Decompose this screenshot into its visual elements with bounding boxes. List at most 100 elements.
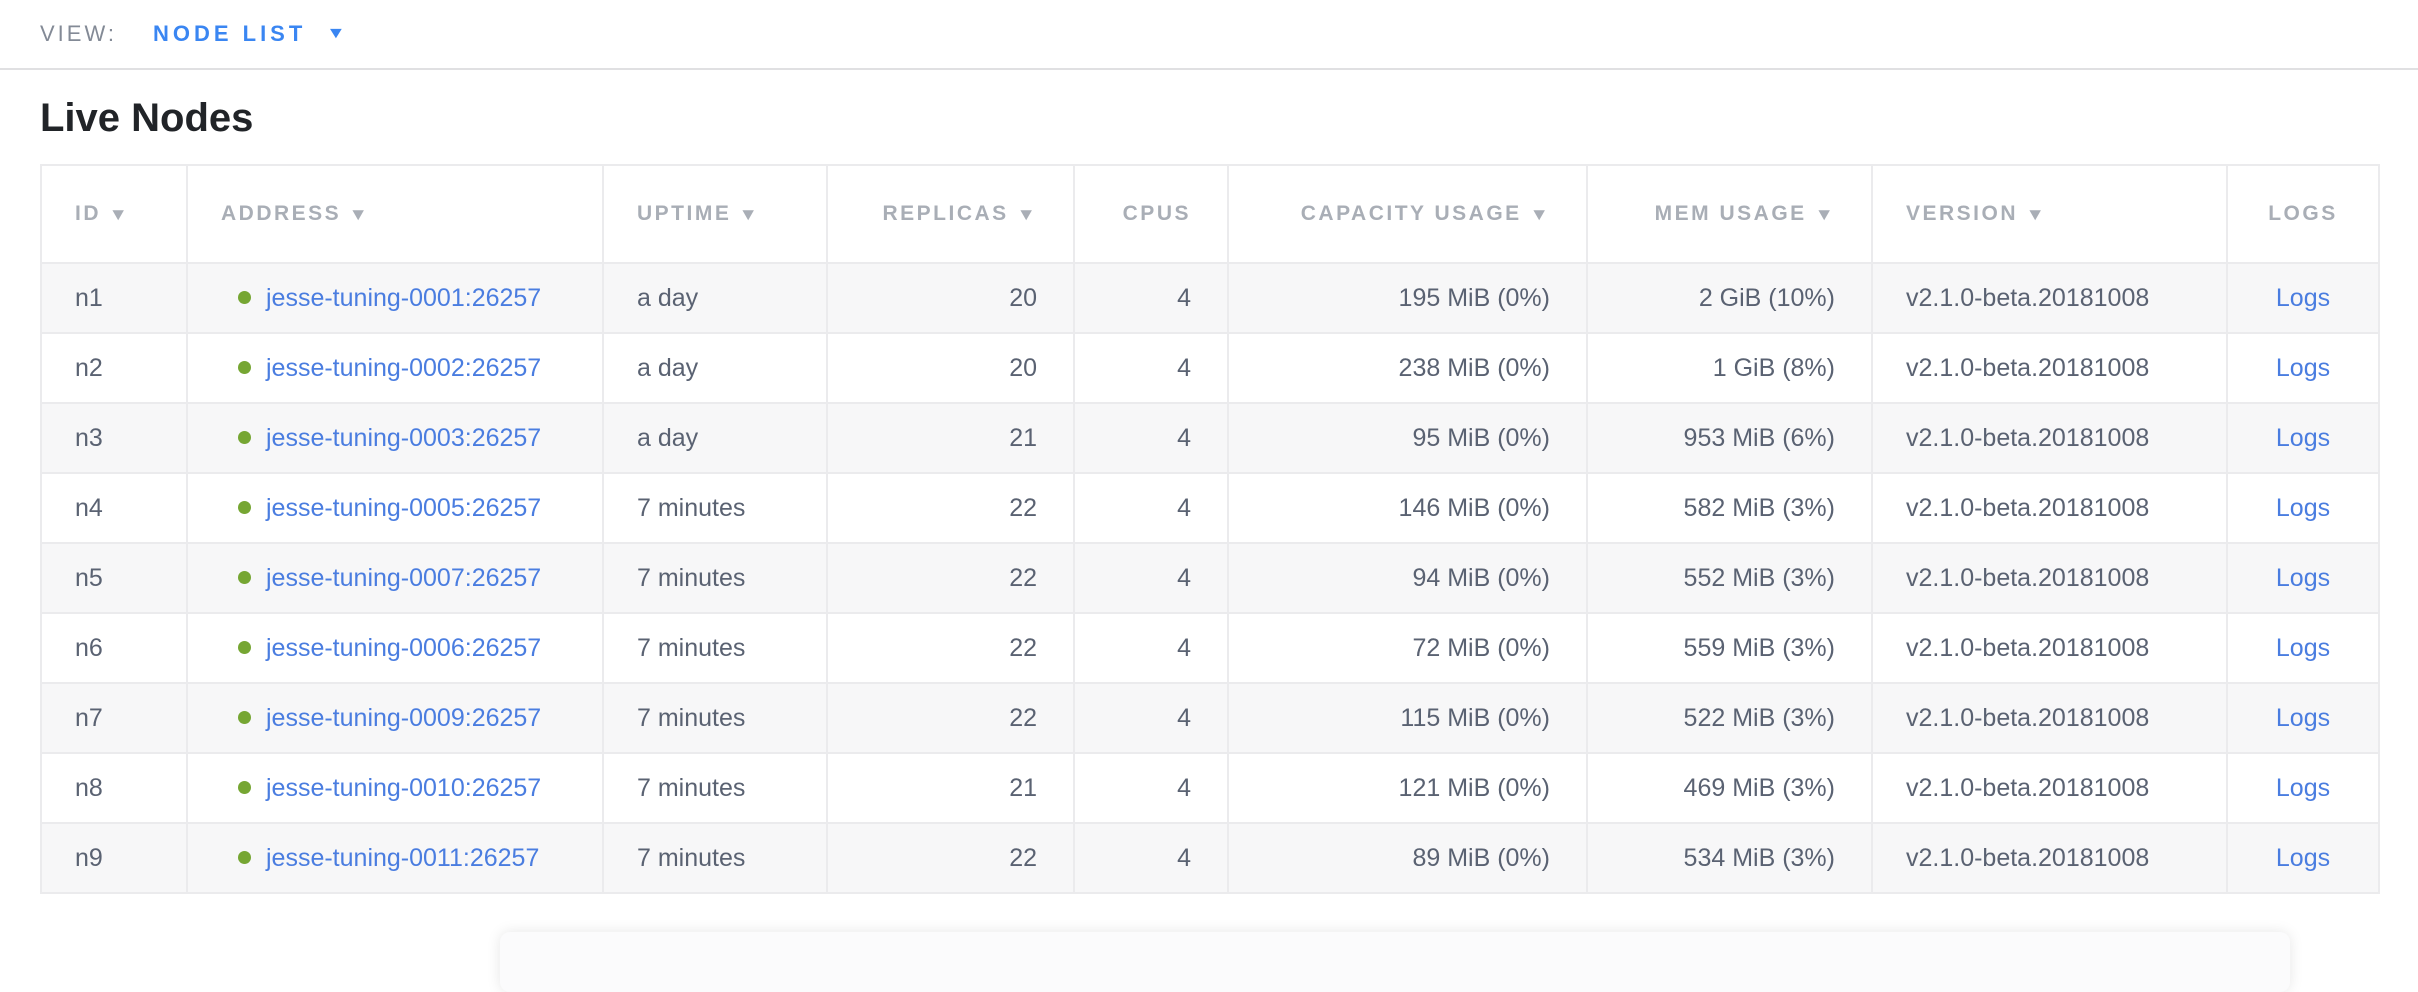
cell-id: n6 — [40, 612, 188, 684]
cell-version: v2.1.0-beta.20181008 — [1871, 262, 2228, 334]
cell-version: v2.1.0-beta.20181008 — [1871, 402, 2228, 474]
node-logs-link[interactable]: Logs — [2275, 773, 2331, 802]
column-header-id[interactable]: ID ▼ — [40, 164, 188, 264]
cell-id: n7 — [40, 682, 188, 754]
sort-desc-icon: ▼ — [348, 205, 371, 224]
node-address-link[interactable]: jesse-tuning-0010:26257 — [266, 773, 542, 802]
column-header-replicas[interactable]: REPLICAS ▼ — [826, 164, 1075, 264]
column-header-label: UPTIME — [637, 202, 732, 225]
cell-replicas: 21 — [826, 402, 1075, 474]
cell-address: jesse-tuning-0009:26257 — [186, 682, 604, 754]
table-header-row: ID ▼ ADDRESS ▼ UPTIME ▼ REPLICAS ▼ CPUS CAPACITY … — [40, 164, 2380, 264]
cell-id: n4 — [40, 472, 188, 544]
cell-address: jesse-tuning-0007:26257 — [186, 542, 604, 614]
cell-logs: Logs — [2226, 752, 2380, 824]
cell-version: v2.1.0-beta.20181008 — [1871, 822, 2228, 894]
cell-version: v2.1.0-beta.20181008 — [1871, 332, 2228, 404]
cell-replicas: 20 — [826, 262, 1075, 334]
column-header-label: REPLICAS — [882, 202, 1009, 225]
view-selector-dropdown[interactable]: NODE LIST ▼ — [152, 21, 347, 47]
node-logs-link[interactable]: Logs — [2275, 633, 2331, 662]
cell-mem: 522 MiB (3%) — [1586, 682, 1873, 754]
column-header-label: ADDRESS — [221, 202, 342, 225]
node-address-link[interactable]: jesse-tuning-0009:26257 — [266, 703, 542, 732]
node-logs-link[interactable]: Logs — [2275, 563, 2331, 592]
cell-version: v2.1.0-beta.20181008 — [1871, 542, 2228, 614]
sort-desc-icon: ▼ — [738, 205, 762, 224]
table-row: n6 jesse-tuning-0006:26257 7 minutes 22 4 72 … — [40, 612, 2380, 684]
node-address-link[interactable]: jesse-tuning-0007:26257 — [266, 563, 542, 592]
node-logs-link[interactable]: Logs — [2275, 423, 2331, 452]
cell-cpus: 4 — [1073, 262, 1229, 334]
cell-replicas: 22 — [826, 542, 1075, 614]
cell-capacity: 94 MiB (0%) — [1227, 542, 1588, 614]
node-live-dot-icon — [238, 430, 251, 444]
cell-cpus: 4 — [1073, 822, 1229, 894]
cell-address: jesse-tuning-0003:26257 — [186, 402, 604, 474]
topbar: VIEW: NODE LIST ▼ — [0, 0, 2418, 70]
node-address-link[interactable]: jesse-tuning-0003:26257 — [266, 423, 542, 452]
cell-uptime: 7 minutes — [602, 542, 828, 614]
cell-uptime: a day — [602, 262, 828, 334]
cell-cpus: 4 — [1073, 612, 1229, 684]
cell-version: v2.1.0-beta.20181008 — [1871, 472, 2228, 544]
cell-cpus: 4 — [1073, 332, 1229, 404]
table-row: n2 jesse-tuning-0002:26257 a day 20 4 238 MiB… — [40, 332, 2380, 404]
cell-cpus: 4 — [1073, 752, 1229, 824]
cell-logs: Logs — [2226, 402, 2380, 474]
cell-replicas: 21 — [826, 752, 1075, 824]
cell-uptime: 7 minutes — [602, 472, 828, 544]
node-address-link[interactable]: jesse-tuning-0011:26257 — [266, 843, 540, 872]
node-live-dot-icon — [238, 570, 251, 584]
cell-cpus: 4 — [1073, 682, 1229, 754]
cell-uptime: 7 minutes — [602, 752, 828, 824]
cell-id: n1 — [40, 262, 188, 334]
node-address-link[interactable]: jesse-tuning-0002:26257 — [266, 353, 542, 382]
node-logs-link[interactable]: Logs — [2275, 353, 2331, 382]
node-logs-link[interactable]: Logs — [2275, 843, 2331, 872]
node-logs-link[interactable]: Logs — [2275, 283, 2331, 312]
table-row: n3 jesse-tuning-0003:26257 a day 21 4 95 MiB … — [40, 402, 2380, 474]
cell-id: n9 — [40, 822, 188, 894]
column-header-address[interactable]: ADDRESS ▼ — [186, 164, 604, 264]
column-header-version[interactable]: VERSION ▼ — [1871, 164, 2228, 264]
cell-mem: 559 MiB (3%) — [1586, 612, 1873, 684]
cell-address: jesse-tuning-0011:26257 — [186, 822, 604, 894]
cell-capacity: 115 MiB (0%) — [1227, 682, 1588, 754]
column-header-capacity[interactable]: CAPACITY USAGE ▼ — [1227, 164, 1588, 264]
live-nodes-table: ID ▼ ADDRESS ▼ UPTIME ▼ REPLICAS ▼ CPUS CAPACITY … — [40, 164, 2380, 894]
node-address-link[interactable]: jesse-tuning-0005:26257 — [266, 493, 542, 522]
table-row: n7 jesse-tuning-0009:26257 7 minutes 22 4 115… — [40, 682, 2380, 754]
cell-version: v2.1.0-beta.20181008 — [1871, 752, 2228, 824]
cell-address: jesse-tuning-0006:26257 — [186, 612, 604, 684]
column-header-label: CPUS — [1122, 202, 1191, 225]
cell-mem: 582 MiB (3%) — [1586, 472, 1873, 544]
table-header: ID ▼ ADDRESS ▼ UPTIME ▼ REPLICAS ▼ CPUS CAPACITY … — [40, 164, 2380, 264]
column-header-logs: LOGS — [2226, 164, 2380, 264]
node-address-link[interactable]: jesse-tuning-0001:26257 — [266, 283, 542, 312]
cell-id: n3 — [40, 402, 188, 474]
cell-mem: 1 GiB (8%) — [1586, 332, 1873, 404]
chevron-down-icon: ▼ — [326, 25, 347, 42]
cell-replicas: 22 — [826, 472, 1075, 544]
cell-capacity: 95 MiB (0%) — [1227, 402, 1588, 474]
view-selector-value: NODE LIST — [152, 21, 307, 46]
bottom-card-shadow — [500, 932, 2290, 992]
column-header-mem[interactable]: MEM USAGE ▼ — [1586, 164, 1873, 264]
cell-uptime: a day — [602, 402, 828, 474]
node-logs-link[interactable]: Logs — [2275, 703, 2331, 732]
node-logs-link[interactable]: Logs — [2275, 493, 2331, 522]
cell-replicas: 22 — [826, 612, 1075, 684]
cell-uptime: a day — [602, 332, 828, 404]
cell-cpus: 4 — [1073, 402, 1229, 474]
column-header-uptime[interactable]: UPTIME ▼ — [602, 164, 828, 264]
cell-uptime: 7 minutes — [602, 612, 828, 684]
column-header-cpus: CPUS — [1073, 164, 1229, 264]
node-live-dot-icon — [238, 640, 251, 654]
node-address-link[interactable]: jesse-tuning-0006:26257 — [266, 633, 542, 662]
cell-replicas: 22 — [826, 682, 1075, 754]
cell-capacity: 146 MiB (0%) — [1227, 472, 1588, 544]
column-header-label: ID — [75, 202, 101, 225]
cell-capacity: 89 MiB (0%) — [1227, 822, 1588, 894]
column-header-label: MEM USAGE — [1654, 202, 1807, 225]
